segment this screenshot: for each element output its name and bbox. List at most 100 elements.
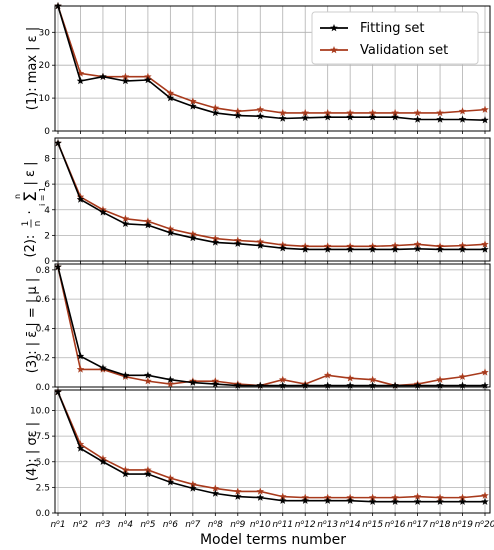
panel-3: 0.0 0.2 0.4 0.6 0.8 (3): | ε̄ | = | μ |	[25, 262, 491, 393]
fitting-point	[278, 496, 287, 504]
fitting-point	[144, 371, 152, 379]
fitting-point	[121, 76, 130, 85]
y-label-suffix: | ε |	[23, 161, 38, 185]
fitting-point	[99, 363, 107, 372]
legend-validation-marker	[330, 46, 338, 54]
fitting-point	[301, 113, 310, 122]
x-tick-label: no14	[340, 519, 361, 530]
y-label-sum-symbol: Σ	[21, 191, 41, 202]
validation-point	[458, 107, 467, 115]
y-tick-label: 5.0	[36, 458, 51, 468]
x-tick-label: no1	[50, 519, 65, 530]
fitting-point	[121, 371, 130, 379]
validation-point	[76, 365, 85, 373]
y-tick-label: 2.5	[36, 483, 50, 493]
y-tick-label: 4	[44, 206, 50, 216]
fitting-point	[189, 233, 197, 242]
y-axis-label: (4): | σε |	[25, 422, 40, 481]
fitting-point	[189, 484, 197, 492]
fitting-point	[211, 108, 220, 117]
x-tick-label: no8	[208, 519, 223, 530]
y-tick-label: 6	[44, 180, 50, 190]
fitting-point	[391, 245, 399, 253]
fitting-point	[166, 375, 175, 383]
fitting-point	[368, 245, 377, 253]
validation-point	[323, 371, 332, 379]
plot-frame	[54, 5, 491, 132]
x-tick-label: no10	[250, 519, 271, 530]
validation-point	[166, 380, 175, 388]
fitting-point	[54, 139, 62, 147]
validation-point	[144, 377, 152, 385]
fitting-point	[323, 381, 332, 389]
fitting-point	[368, 497, 377, 505]
fitting-point	[436, 381, 444, 389]
validation-series-line	[57, 391, 486, 499]
fitting-point	[99, 208, 107, 216]
fitting-point	[99, 72, 107, 80]
plot-frame	[54, 263, 491, 388]
y-label-sum-bottom: i = 1	[38, 187, 47, 206]
validation-point	[256, 487, 265, 495]
fitting-point	[233, 239, 242, 247]
fitting-point	[413, 244, 422, 253]
fitting-point	[458, 245, 467, 253]
fitting-point	[368, 113, 377, 121]
fitting-point	[278, 114, 287, 122]
fitting-point	[121, 470, 130, 478]
y-tick-label: 0.2	[36, 354, 50, 364]
fitting-point	[413, 115, 422, 123]
validation-point	[368, 375, 377, 383]
fitting-point	[144, 221, 152, 229]
fitting-point	[458, 115, 467, 123]
panel-4: 0.0 2.5 5.0 7.5 10.0 (4): | σε | no1 no2 no3 no4 n…	[25, 388, 494, 530]
y-label-dot: ·	[23, 210, 38, 214]
validation-point	[481, 368, 489, 376]
x-tick-label: no13	[317, 519, 338, 530]
fitting-point	[144, 470, 152, 478]
y-tick-label: 0	[44, 127, 50, 137]
y-tick-label: 0.0	[36, 509, 51, 519]
fitting-point	[278, 381, 287, 389]
y-tick-label: 8	[44, 155, 50, 165]
fitting-point	[301, 245, 310, 253]
fitting-point	[211, 238, 220, 246]
fitting-point	[391, 381, 399, 389]
x-tick-label: no3	[95, 519, 110, 530]
y-label-frac-den: n	[33, 221, 43, 227]
validation-series-line	[57, 266, 486, 387]
fitting-point	[76, 76, 85, 85]
x-tick-label: no20	[475, 519, 494, 530]
validation-point	[436, 375, 444, 383]
fitting-point	[76, 195, 85, 203]
x-tick-label: no12	[295, 519, 316, 530]
fitting-point	[233, 492, 242, 500]
validation-point	[278, 108, 287, 117]
validation-point	[481, 491, 489, 499]
fitting-point	[121, 219, 130, 228]
fitting-series-line	[57, 5, 486, 121]
fitting-point	[346, 245, 354, 253]
fitting-point	[189, 102, 197, 110]
fitting-point	[323, 113, 332, 121]
fitting-point	[368, 381, 377, 389]
y-label-frac-num: 1	[21, 221, 31, 227]
legend-fitting-label: Fitting set	[360, 21, 424, 36]
fitting-point	[256, 112, 265, 120]
validation-point	[458, 372, 467, 381]
fitting-point	[189, 378, 197, 386]
fitting-series-line	[57, 391, 485, 503]
fitting-point	[54, 388, 62, 396]
fitting-point	[99, 457, 107, 466]
fitting-point	[211, 489, 220, 497]
fitting-point	[436, 497, 444, 505]
x-tick-label: no17	[407, 519, 428, 530]
fitting-point	[458, 497, 467, 505]
fitting-point	[391, 113, 399, 121]
fitting-point	[413, 381, 422, 389]
x-axis-label: Model terms number	[200, 532, 346, 548]
fitting-point	[391, 497, 399, 505]
y-tick-label: 7.5	[36, 432, 50, 442]
